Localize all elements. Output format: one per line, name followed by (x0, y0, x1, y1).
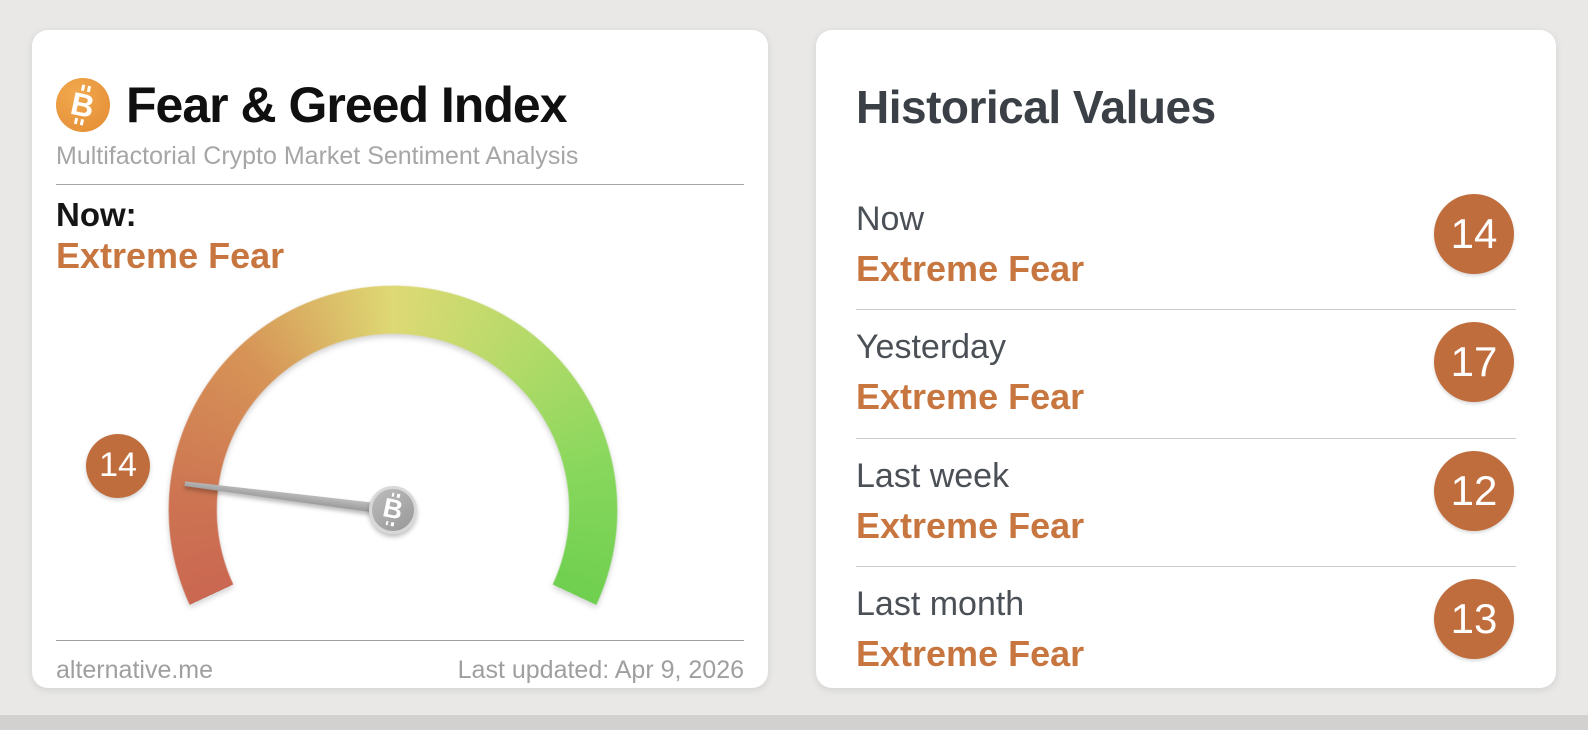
history-value-badge: 17 (1434, 322, 1514, 403)
history-row-label: Last week (856, 456, 1010, 495)
history-row-sentiment: Extreme Fear (856, 247, 1085, 289)
history-row-sentiment: Extreme Fear (856, 376, 1085, 418)
historical-rows: Now Extreme Fear 14 Yesterday Extreme Fe… (856, 182, 1516, 695)
history-row-label: Now (856, 200, 925, 238)
fear-greed-card: B Fear & Greed Index Multifactorial Cryp… (32, 30, 768, 730)
gauge-card-header: B Fear & Greed Index Multifactorial Cryp… (32, 30, 768, 185)
history-value-badge: 12 (1434, 450, 1514, 531)
history-row-label: Yesterday (856, 328, 1006, 367)
page-bottom-strip (0, 715, 1588, 730)
historical-values-card: Historical Values Now Extreme Fear 14 Ye… (816, 30, 1556, 688)
current-sentiment-block: Now: Extreme Fear (56, 196, 744, 276)
gauge-value-badge: 14 (86, 433, 150, 498)
history-row-last-month: Last month Extreme Fear 13 (856, 567, 1516, 694)
history-value-badge: 13 (1434, 579, 1514, 660)
history-row-label: Last month (856, 585, 1025, 624)
page-title: Fear & Greed Index (126, 77, 567, 133)
history-value-badge: 14 (1434, 194, 1514, 274)
history-row-sentiment: Extreme Fear (856, 504, 1085, 546)
bitcoin-icon: B (56, 78, 110, 132)
gauge-hub-bitcoin-icon: B (369, 485, 417, 534)
history-row-yesterday: Yesterday Extreme Fear 17 (856, 310, 1516, 439)
header-divider (56, 184, 744, 185)
history-row-last-week: Last week Extreme Fear 12 (856, 439, 1516, 568)
historical-values-title: Historical Values (856, 81, 1216, 133)
now-sentiment-value: Extreme Fear (56, 234, 285, 276)
source-link[interactable]: alternative.me (56, 655, 214, 684)
history-row-now: Now Extreme Fear 14 (856, 182, 1516, 311)
now-label: Now: (56, 196, 137, 233)
gauge-chart: 14 B (32, 274, 768, 730)
page-subtitle: Multifactorial Crypto Market Sentiment A… (56, 142, 579, 170)
history-row-sentiment: Extreme Fear (856, 633, 1085, 675)
